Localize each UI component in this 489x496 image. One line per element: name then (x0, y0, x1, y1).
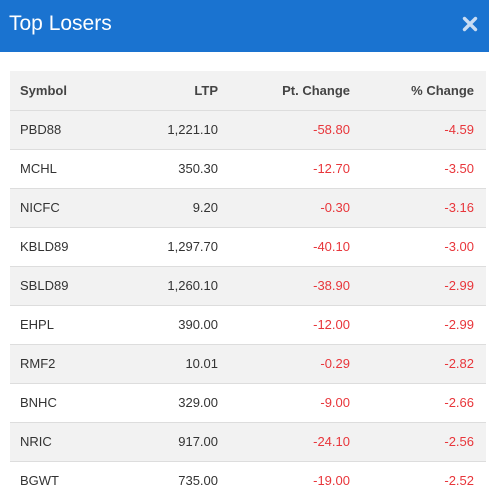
cell-pt-change: -40.10 (218, 227, 350, 267)
cell-ltp: 1,260.10 (130, 266, 218, 306)
losers-table-container: Symbol LTP Pt. Change % Change PBD88 1,22… (10, 71, 486, 496)
table-row[interactable]: BGWT 735.00 -19.00 -2.52 (10, 461, 486, 496)
cell-symbol: RMF2 (10, 344, 130, 384)
cell-pct-change: -3.50 (350, 149, 486, 189)
cell-symbol: NICFC (10, 188, 130, 228)
cell-pt-change: -24.10 (218, 422, 350, 462)
cell-ltp: 10.01 (130, 344, 218, 384)
column-header-ltp[interactable]: LTP (130, 71, 218, 111)
table-row[interactable]: NICFC 9.20 -0.30 -3.16 (10, 188, 486, 228)
cell-pct-change: -4.59 (350, 110, 486, 150)
cell-symbol: BNHC (10, 383, 130, 423)
cell-pt-change: -38.90 (218, 266, 350, 306)
column-header-symbol[interactable]: Symbol (10, 71, 130, 111)
cell-ltp: 329.00 (130, 383, 218, 423)
table-row[interactable]: NRIC 917.00 -24.10 -2.56 (10, 422, 486, 462)
table-header-row: Symbol LTP Pt. Change % Change (10, 71, 486, 111)
column-header-pt-change[interactable]: Pt. Change (218, 71, 350, 111)
cell-pct-change: -2.99 (350, 305, 486, 345)
cell-pct-change: -2.82 (350, 344, 486, 384)
cell-pct-change: -3.00 (350, 227, 486, 267)
table-body: PBD88 1,221.10 -58.80 -4.59 MCHL 350.30 -12.70… (10, 110, 486, 496)
cell-pct-change: -2.56 (350, 422, 486, 462)
cell-pt-change: -12.70 (218, 149, 350, 189)
cell-pct-change: -3.16 (350, 188, 486, 228)
cell-pt-change: -0.30 (218, 188, 350, 228)
cell-symbol: PBD88 (10, 110, 130, 150)
modal-title: Top Losers (9, 12, 112, 35)
cell-pct-change: -2.99 (350, 266, 486, 306)
table-row[interactable]: MCHL 350.30 -12.70 -3.50 (10, 149, 486, 189)
cell-ltp: 1,297.70 (130, 227, 218, 267)
column-header-pct-change[interactable]: % Change (350, 71, 486, 111)
table-row[interactable]: RMF2 10.01 -0.29 -2.82 (10, 344, 486, 384)
cell-symbol: KBLD89 (10, 227, 130, 267)
cell-ltp: 390.00 (130, 305, 218, 345)
table-row[interactable]: KBLD89 1,297.70 -40.10 -3.00 (10, 227, 486, 267)
cell-symbol: EHPL (10, 305, 130, 345)
cell-ltp: 350.30 (130, 149, 218, 189)
cell-pt-change: -9.00 (218, 383, 350, 423)
cell-ltp: 735.00 (130, 461, 218, 496)
cell-pt-change: -12.00 (218, 305, 350, 345)
table-row[interactable]: BNHC 329.00 -9.00 -2.66 (10, 383, 486, 423)
cell-pt-change: -19.00 (218, 461, 350, 496)
cell-pt-change: -0.29 (218, 344, 350, 384)
cell-ltp: 9.20 (130, 188, 218, 228)
cell-symbol: BGWT (10, 461, 130, 496)
losers-table: Symbol LTP Pt. Change % Change PBD88 1,22… (10, 71, 486, 496)
modal-header: Top Losers (0, 0, 489, 52)
cell-symbol: MCHL (10, 149, 130, 189)
cell-symbol: NRIC (10, 422, 130, 462)
table-row[interactable]: SBLD89 1,260.10 -38.90 -2.99 (10, 266, 486, 306)
cell-symbol: SBLD89 (10, 266, 130, 306)
cell-pct-change: -2.52 (350, 461, 486, 496)
cell-ltp: 1,221.10 (130, 110, 218, 150)
table-row[interactable]: EHPL 390.00 -12.00 -2.99 (10, 305, 486, 345)
cell-pct-change: -2.66 (350, 383, 486, 423)
table-row[interactable]: PBD88 1,221.10 -58.80 -4.59 (10, 110, 486, 150)
cell-pt-change: -58.80 (218, 110, 350, 150)
close-icon[interactable] (461, 15, 479, 33)
cell-ltp: 917.00 (130, 422, 218, 462)
